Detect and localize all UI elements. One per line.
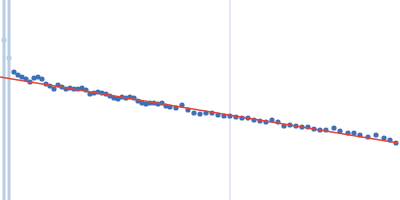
point [331,125,336,130]
fit-line [0,77,398,143]
guide-line [230,0,231,200]
error-bar [8,0,11,200]
point [51,86,56,91]
point [1,37,6,42]
point [191,110,196,115]
point [39,76,44,81]
error-bar [3,0,6,200]
point [6,55,11,60]
marks [0,0,399,200]
plot [0,0,400,200]
chart [0,0,400,200]
point [373,132,378,137]
point [197,111,202,116]
